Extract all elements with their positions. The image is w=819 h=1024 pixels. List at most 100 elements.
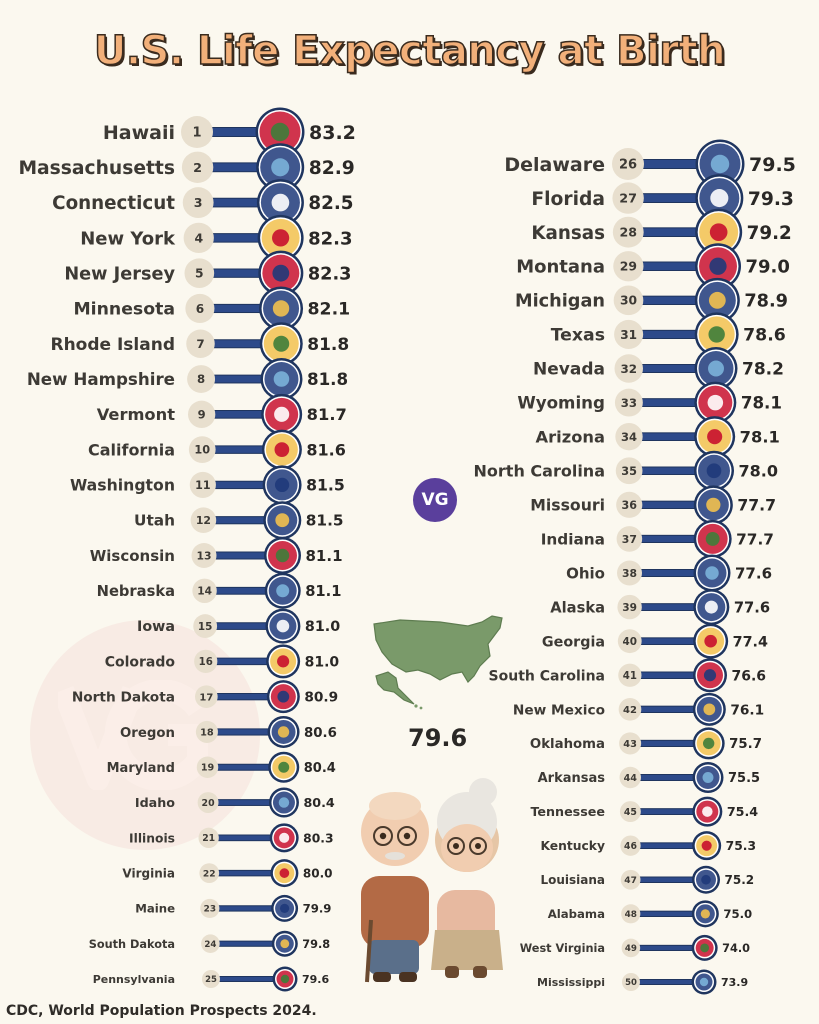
state-row: Nebraska 14 81.1	[97, 572, 341, 609]
state-row: Montana 29 79.0	[516, 243, 790, 290]
state-row: Virginia 22 80.0	[122, 859, 332, 888]
state-name-label: Ohio	[566, 564, 605, 582]
rank-number: 34	[621, 430, 637, 444]
new-hampshire-flag-icon	[260, 358, 303, 401]
rank-number: 39	[622, 602, 637, 614]
rank-badge	[188, 436, 216, 463]
rank-badge	[619, 732, 642, 755]
rank-number: 36	[622, 499, 638, 512]
state-name-label: Georgia	[542, 634, 605, 650]
state-name-label: Mississippi	[537, 976, 605, 989]
rank-badge	[184, 258, 215, 288]
tennessee-flag-icon	[692, 796, 723, 827]
value-label: 79.8	[302, 938, 330, 951]
maryland-flag-icon	[268, 751, 300, 783]
state-name-label: Colorado	[105, 654, 176, 670]
state-row: Texas 31 78.6	[551, 312, 786, 357]
rank-number: 41	[623, 671, 637, 682]
rank-badge	[617, 594, 642, 620]
rank-badge	[181, 116, 213, 148]
rank-number: 16	[199, 657, 213, 668]
state-name-label: North Carolina	[474, 462, 605, 481]
rank-badge	[620, 869, 641, 890]
value-label: 81.8	[307, 369, 348, 389]
state-row: Arkansas 44 75.5	[538, 762, 760, 793]
value-label: 81.6	[306, 440, 345, 459]
state-name-label: New Jersey	[64, 265, 175, 285]
state-row: Tennessee 45 75.4	[530, 796, 758, 827]
mississippi-flag-icon	[691, 969, 717, 995]
state-row: Kentucky 46 75.3	[540, 831, 756, 861]
rank-number: 47	[624, 876, 637, 886]
state-row: Connecticut 3 82.5	[52, 179, 354, 227]
rank-number: 22	[203, 869, 216, 879]
nevada-flag-icon	[694, 347, 738, 390]
rank-badge	[188, 400, 216, 429]
wisconsin-flag-icon	[264, 537, 301, 574]
state-row: Alabama 48 75.0	[548, 900, 752, 928]
state-name-label: Nebraska	[97, 583, 175, 600]
nebraska-flag-icon	[264, 572, 301, 609]
state-name-label: Texas	[551, 326, 605, 346]
missouri-flag-icon	[693, 485, 733, 525]
state-name-label: Indiana	[541, 530, 605, 548]
ohio-flag-icon	[693, 554, 731, 592]
north-dakota-flag-icon	[266, 680, 300, 714]
value-label: 82.3	[308, 265, 352, 285]
state-row: New Mexico 42 76.1	[513, 692, 764, 726]
oregon-flag-icon	[267, 715, 300, 748]
rank-badge	[619, 766, 641, 789]
new-york-flag-icon	[257, 214, 304, 261]
rank-number: 32	[620, 362, 637, 376]
delaware-flag-icon	[695, 139, 745, 189]
rank-badge	[615, 457, 643, 485]
value-label: 77.6	[734, 599, 770, 616]
state-name-label: Massachusetts	[18, 158, 175, 179]
value-label: 76.1	[730, 702, 764, 718]
state-row: Vermont 9 81.7	[97, 393, 347, 435]
rank-badge	[614, 354, 643, 383]
iowa-flag-icon	[265, 608, 301, 644]
state-name-label: Kentucky	[540, 839, 605, 853]
state-name-label: Arizona	[536, 428, 605, 447]
rank-number: 20	[202, 798, 216, 809]
hawaii-flag-icon	[255, 107, 305, 157]
rank-number: 9	[198, 407, 206, 421]
value-label: 79.9	[303, 902, 332, 916]
state-name-label: Michigan	[515, 292, 605, 312]
value-label: 80.4	[303, 795, 334, 810]
alabama-flag-icon	[691, 900, 719, 928]
state-name-label: Louisiana	[540, 873, 605, 887]
state-row: Massachusetts 2 82.9	[18, 143, 355, 192]
value-label: 78.2	[742, 360, 784, 380]
state-name-label: Oregon	[120, 726, 175, 741]
value-label: 80.6	[304, 726, 337, 741]
state-name-label: Idaho	[135, 795, 175, 810]
rank-number: 44	[624, 773, 638, 784]
rank-badge	[197, 792, 219, 814]
value-label: 82.3	[308, 228, 352, 249]
rank-number: 4	[194, 230, 203, 245]
state-name-label: Wisconsin	[90, 547, 175, 565]
source-note: CDC, World Population Prospects 2024.	[6, 1003, 317, 1019]
value-label: 81.1	[305, 583, 341, 600]
state-row: Maine 23 79.9	[135, 894, 332, 922]
rank-badge	[614, 319, 644, 349]
rank-badge	[186, 329, 215, 358]
wyoming-flag-icon	[694, 381, 737, 424]
colorado-flag-icon	[266, 644, 301, 679]
rank-badge	[187, 365, 216, 393]
state-name-label: Rhode Island	[50, 335, 175, 355]
north-carolina-flag-icon	[694, 450, 734, 491]
value-label: 76.6	[732, 668, 767, 684]
rank-number: 10	[194, 444, 210, 457]
rank-number: 24	[204, 940, 216, 950]
rank-number: 5	[195, 267, 204, 281]
state-name-label: South Dakota	[89, 938, 175, 951]
state-name-label: Florida	[531, 189, 605, 210]
rank-badge	[193, 614, 218, 638]
state-name-label: Hawaii	[103, 122, 175, 144]
rank-number: 13	[196, 549, 211, 562]
